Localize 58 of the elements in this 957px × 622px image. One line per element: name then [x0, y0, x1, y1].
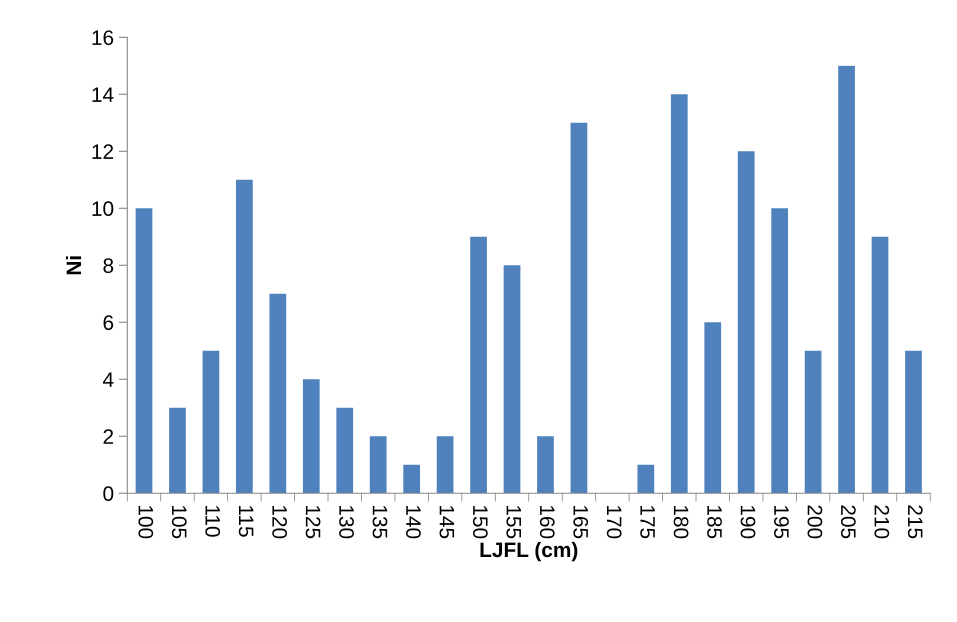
y-tick-label: 4 [102, 372, 114, 387]
bar [905, 350, 922, 494]
x-tick-label: 100 [138, 506, 154, 538]
x-tick-label: 205 [840, 505, 856, 538]
x-tick-label: 155 [506, 506, 521, 538]
y-tick-label: 16 [92, 30, 114, 46]
bar [872, 236, 888, 494]
x-tick-label: 110 [205, 506, 220, 537]
y-tick-label: 12 [92, 144, 114, 159]
y-tick-label: 2 [104, 429, 114, 444]
x-tick-label: 170 [606, 506, 622, 538]
bar [336, 408, 354, 494]
bar [370, 436, 387, 494]
x-tick-label: 130 [339, 506, 354, 538]
x-tick-label: 160 [540, 506, 555, 538]
bar [269, 294, 286, 494]
x-tick-label: 125 [306, 506, 320, 538]
x-tick-label: 150 [472, 506, 488, 538]
bar [436, 436, 454, 494]
x-tick-label: 195 [774, 506, 789, 538]
bar [302, 379, 320, 494]
x-tick-label: 215 [908, 505, 923, 538]
y-tick-label: 8 [103, 258, 114, 274]
y-tick-label: 6 [104, 315, 114, 330]
x-tick-label: 190 [740, 506, 756, 538]
x-tick-label: 140 [406, 506, 421, 538]
bar [804, 350, 822, 494]
x-tick-label: 135 [372, 506, 388, 538]
x-tick-label: 145 [440, 506, 454, 538]
bar [738, 151, 755, 494]
bar [570, 122, 588, 494]
y-tick-label: 10 [92, 201, 114, 216]
x-tick-label: 210 [874, 505, 890, 538]
bar [704, 322, 722, 494]
x-tick-label: 105 [172, 506, 187, 538]
bar [470, 236, 487, 494]
y-tick-label: 14 [92, 88, 114, 102]
y-tick-label: 0 [103, 486, 114, 501]
x-tick-label: 175 [640, 506, 655, 538]
x-tick-label: 120 [272, 506, 287, 538]
y-axis-title: Ni [66, 256, 82, 274]
bar [670, 94, 688, 494]
x-tick-label: 165 [573, 506, 588, 538]
bar [637, 464, 654, 494]
x-axis-title: LJFL (cm) [480, 542, 578, 562]
x-tick-label: 115 [238, 506, 254, 537]
bar [403, 464, 420, 494]
x-tick-label: 185 [707, 506, 722, 538]
bar [136, 208, 152, 494]
bar [236, 180, 253, 494]
bar [537, 436, 554, 494]
bar [169, 408, 186, 494]
bar [202, 350, 220, 494]
x-tick-label: 180 [674, 506, 688, 538]
x-tick-label: 200 [808, 505, 822, 538]
bar [838, 66, 855, 494]
bar [504, 265, 520, 494]
bar [771, 208, 788, 494]
